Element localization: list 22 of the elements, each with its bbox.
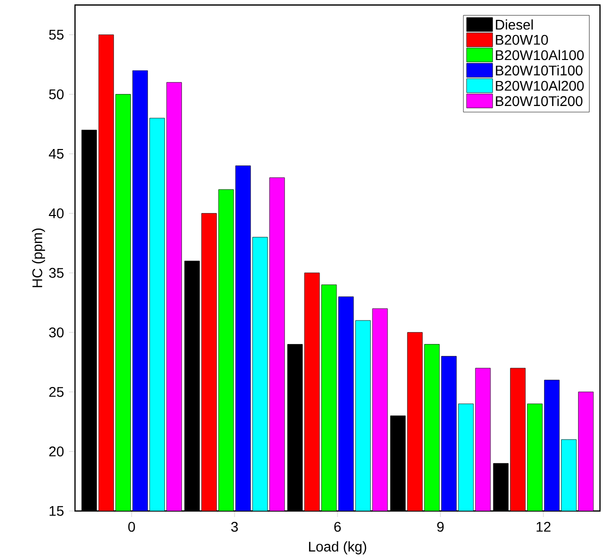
legend-label: B20W10 bbox=[496, 34, 548, 45]
x-tick-label: 3 bbox=[231, 522, 238, 532]
y-axis-title: HC (ppm) bbox=[32, 228, 46, 288]
x-axis-title: Load (kg) bbox=[309, 541, 366, 554]
y-tick-label: 30 bbox=[49, 327, 64, 338]
y-tick-label: 25 bbox=[49, 386, 64, 397]
y-tick-label: 35 bbox=[49, 268, 64, 278]
legend-label: B20W10Ti100 bbox=[496, 65, 582, 76]
y-tick-label: 45 bbox=[48, 148, 64, 159]
legend-label: Diesel bbox=[496, 19, 533, 30]
x-tick-label: 9 bbox=[437, 522, 444, 532]
x-tick-label: 6 bbox=[334, 522, 341, 532]
y-tick-label: 15 bbox=[50, 506, 64, 516]
legend-label: B20W10Al200 bbox=[496, 80, 584, 91]
y-tick-label: 20 bbox=[49, 446, 64, 456]
y-tick-label: 40 bbox=[48, 208, 64, 218]
x-tick-label: 12 bbox=[536, 522, 550, 532]
legend-label: B20W10Al100 bbox=[496, 50, 584, 60]
y-tick-label: 50 bbox=[49, 89, 64, 100]
y-tick-label: 55 bbox=[49, 30, 64, 40]
legend-label: B20W10Ti200 bbox=[496, 96, 582, 106]
x-tick-label: 0 bbox=[128, 522, 135, 532]
